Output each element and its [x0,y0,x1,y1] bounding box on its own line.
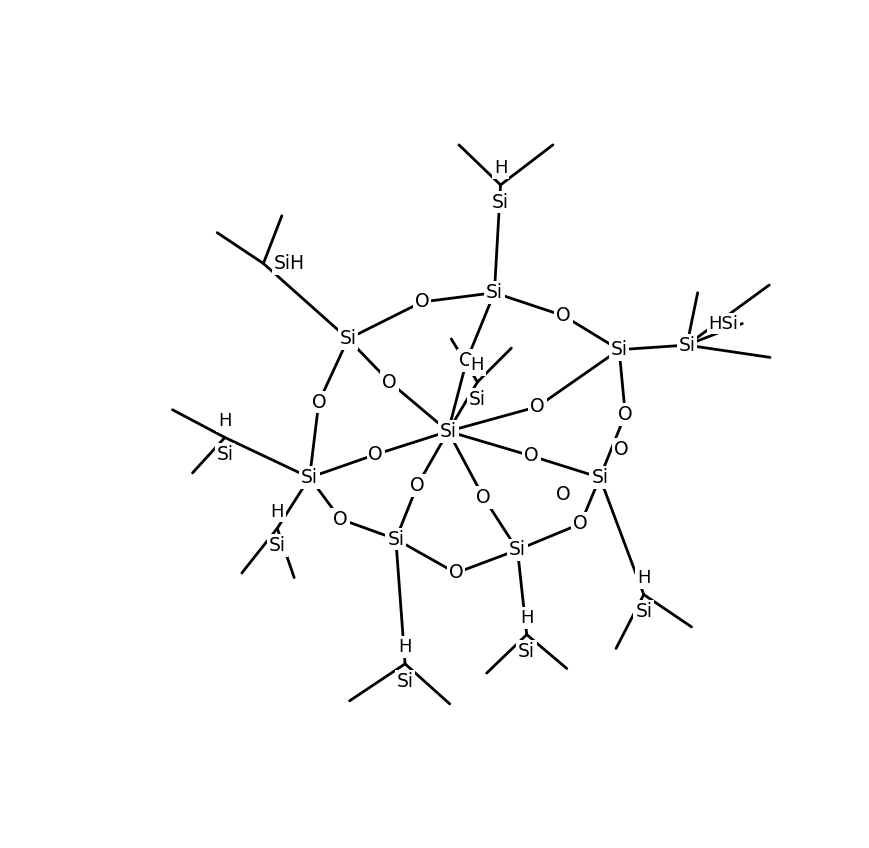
Text: Si: Si [634,602,652,622]
Text: O: O [448,564,462,583]
Text: Si: Si [216,445,233,464]
Text: O: O [368,445,382,464]
Text: O: O [415,293,428,311]
Text: Si: Si [339,329,356,349]
Text: O: O [475,488,490,507]
Text: H: H [494,159,507,177]
Text: HSi: HSi [707,315,738,332]
Text: Si: Si [485,283,502,302]
Text: O: O [556,485,570,504]
Text: O: O [614,440,628,460]
Text: Si: Si [468,390,486,409]
Text: H: H [470,356,484,374]
Text: Si: Si [269,536,285,555]
Text: O: O [529,397,544,416]
Text: O: O [573,514,587,533]
Text: Si: Si [492,192,508,212]
Text: Si: Si [387,530,404,549]
Text: Si: Si [508,540,526,560]
Text: O: O [409,476,424,494]
Text: Si: Si [610,340,627,360]
Text: O: O [523,446,538,466]
Text: O: O [556,306,570,326]
Text: O: O [333,510,348,528]
Text: H: H [398,639,411,656]
Text: H: H [636,569,650,587]
Text: H: H [520,609,533,627]
Text: O: O [381,372,396,392]
Text: Si: Si [439,421,456,441]
Text: O: O [459,351,474,370]
Text: Si: Si [591,468,607,487]
Text: H: H [218,412,231,430]
Text: Si: Si [678,336,694,354]
Text: Si: Si [518,642,534,661]
Text: O: O [617,404,632,424]
Text: H: H [270,503,283,521]
Text: O: O [311,393,326,411]
Text: Si: Si [301,468,318,487]
Text: SiH: SiH [274,254,305,273]
Text: Si: Si [396,672,413,690]
